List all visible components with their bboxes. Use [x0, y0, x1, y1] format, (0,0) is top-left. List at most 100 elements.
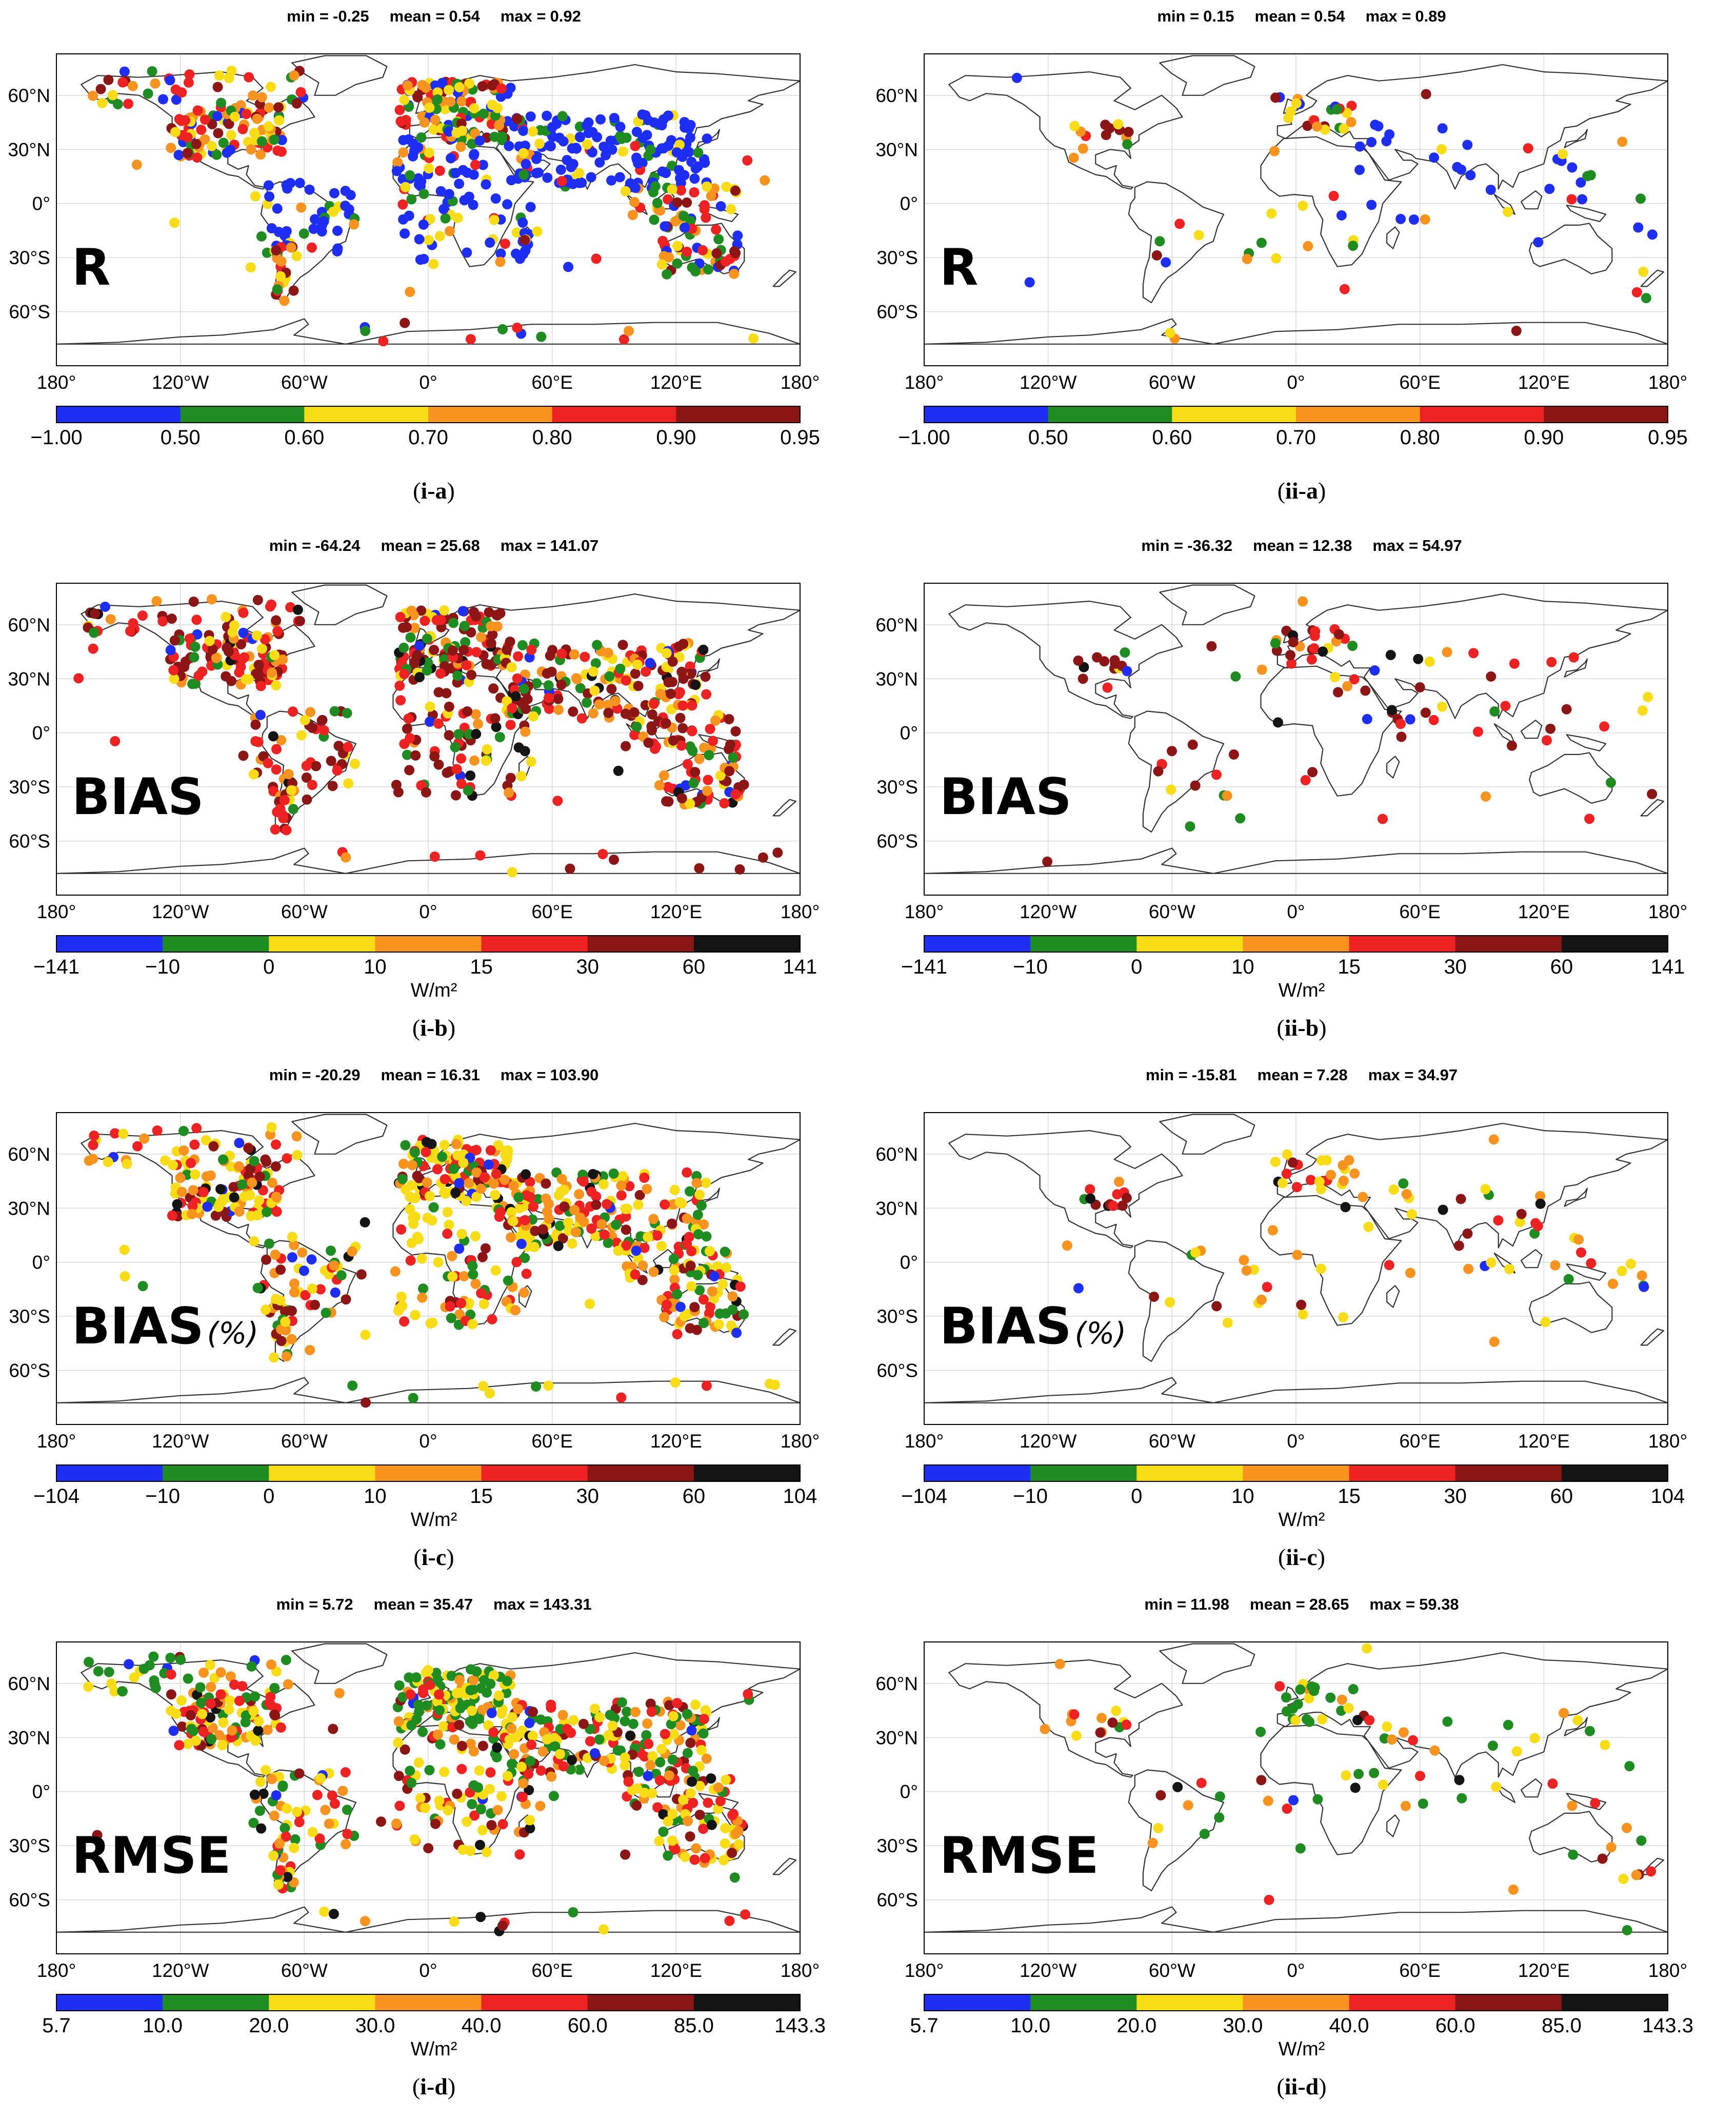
station-marker: [1396, 731, 1407, 742]
station-markers: [88, 66, 770, 347]
station-marker: [702, 181, 712, 192]
station-marker: [531, 1381, 542, 1392]
station-marker: [442, 1229, 453, 1239]
station-marker: [449, 1734, 460, 1745]
station-marker: [444, 189, 454, 200]
colorbar-tick-label: 15: [470, 1485, 493, 1508]
station-marker: [417, 1292, 428, 1303]
colorbar-tick-label: 60: [683, 1485, 706, 1508]
colorbar-frame: [924, 1464, 1668, 1482]
coastline-9: [1566, 1793, 1607, 1810]
station-marker: [629, 729, 640, 740]
panel-label-main: i: [420, 2073, 427, 2100]
station-marker: [571, 673, 582, 684]
station-marker: [524, 1718, 535, 1729]
station-marker: [292, 1150, 303, 1160]
coastline-11: [1283, 1686, 1299, 1702]
station-marker: [406, 1193, 417, 1203]
station-marker: [356, 1269, 367, 1280]
station-marker: [1577, 194, 1587, 205]
station-marker: [477, 160, 488, 170]
coastline-9: [1566, 205, 1607, 222]
station-marker: [1347, 641, 1358, 651]
station-marker: [529, 1242, 540, 1252]
station-marker: [764, 1378, 775, 1389]
station-marker: [83, 1681, 94, 1692]
station-marker: [137, 1281, 148, 1292]
panel-label: (i-c): [0, 1543, 868, 1571]
station-marker: [659, 770, 669, 781]
station-marker: [409, 623, 420, 633]
station-marker: [288, 285, 299, 296]
station-marker: [1622, 1823, 1632, 1833]
panel-label-open: (: [1276, 2073, 1285, 2100]
colorbar-segment: [180, 406, 305, 423]
station-marker: [694, 1190, 705, 1200]
coastline-2: [1260, 136, 1402, 267]
colorbar-segment: [1561, 1994, 1668, 2011]
station-marker: [696, 1200, 707, 1211]
lat-label: 60°N: [8, 1144, 50, 1165]
stat-max: max = 103.90: [501, 1066, 599, 1084]
station-marker: [662, 1299, 672, 1310]
station-marker: [1314, 1176, 1325, 1187]
station-marker: [1387, 705, 1397, 716]
lon-label: 60°E: [1399, 1431, 1441, 1452]
station-marker: [84, 1657, 94, 1667]
panel-label-sub: c: [435, 1544, 447, 1570]
stat-mean-label: mean =: [1257, 1066, 1313, 1084]
stat-mean-label: mean =: [381, 1066, 436, 1084]
station-marker: [492, 1805, 503, 1815]
station-marker: [574, 1189, 585, 1200]
station-marker: [229, 1192, 240, 1203]
station-marker: [703, 775, 713, 785]
panel-label-main: i: [421, 478, 428, 504]
stat-max-value: 0.89: [1415, 7, 1446, 25]
station-marker: [1336, 210, 1347, 221]
station-marker: [417, 1727, 428, 1737]
station-marker: [1442, 1716, 1453, 1727]
station-marker: [330, 1287, 341, 1298]
station-marker: [262, 1725, 273, 1735]
station-marker: [1283, 113, 1293, 124]
colorbar: −104 −10 0 10 15 30 60 104: [901, 1464, 1685, 1508]
station-marker: [276, 146, 287, 157]
station-marker: [456, 1229, 467, 1239]
station-marker: [437, 1152, 448, 1162]
station-marker: [186, 1710, 196, 1720]
station-marker: [461, 660, 472, 670]
station-marker: [261, 1765, 271, 1775]
station-marker: [685, 1323, 695, 1334]
station-marker: [416, 132, 427, 143]
station-marker: [263, 180, 274, 191]
stat-max: max = 54.97: [1372, 537, 1462, 554]
stat-max-label: max =: [1372, 537, 1419, 554]
station-marker: [621, 1240, 631, 1251]
station-marker: [1481, 791, 1491, 802]
station-marker: [556, 1186, 566, 1197]
station-marker: [429, 645, 440, 655]
station-marker: [517, 640, 528, 650]
station-marker: [518, 169, 529, 180]
station-marker: [1617, 136, 1628, 147]
colorbar-segment: [481, 1994, 588, 2011]
station-marker: [592, 640, 603, 650]
station-marker: [1024, 277, 1035, 288]
station-marker: [648, 187, 659, 197]
station-marker: [559, 1201, 570, 1212]
station-marker: [192, 105, 203, 116]
station-marker: [505, 720, 516, 730]
station-marker: [599, 1755, 609, 1766]
station-marker: [195, 1682, 206, 1693]
stat-mean: mean = 0.54: [1255, 7, 1345, 25]
station-marker: [1285, 650, 1295, 661]
coastline-5: [291, 584, 388, 625]
colorbar-segment: [1544, 406, 1668, 423]
station-marker: [1011, 72, 1022, 83]
station-marker: [441, 688, 452, 699]
station-marker: [263, 758, 273, 768]
lon-label: 180°: [781, 1960, 820, 1981]
station-marker: [677, 700, 688, 711]
station-marker: [1343, 1702, 1354, 1713]
station-marker: [268, 731, 278, 742]
